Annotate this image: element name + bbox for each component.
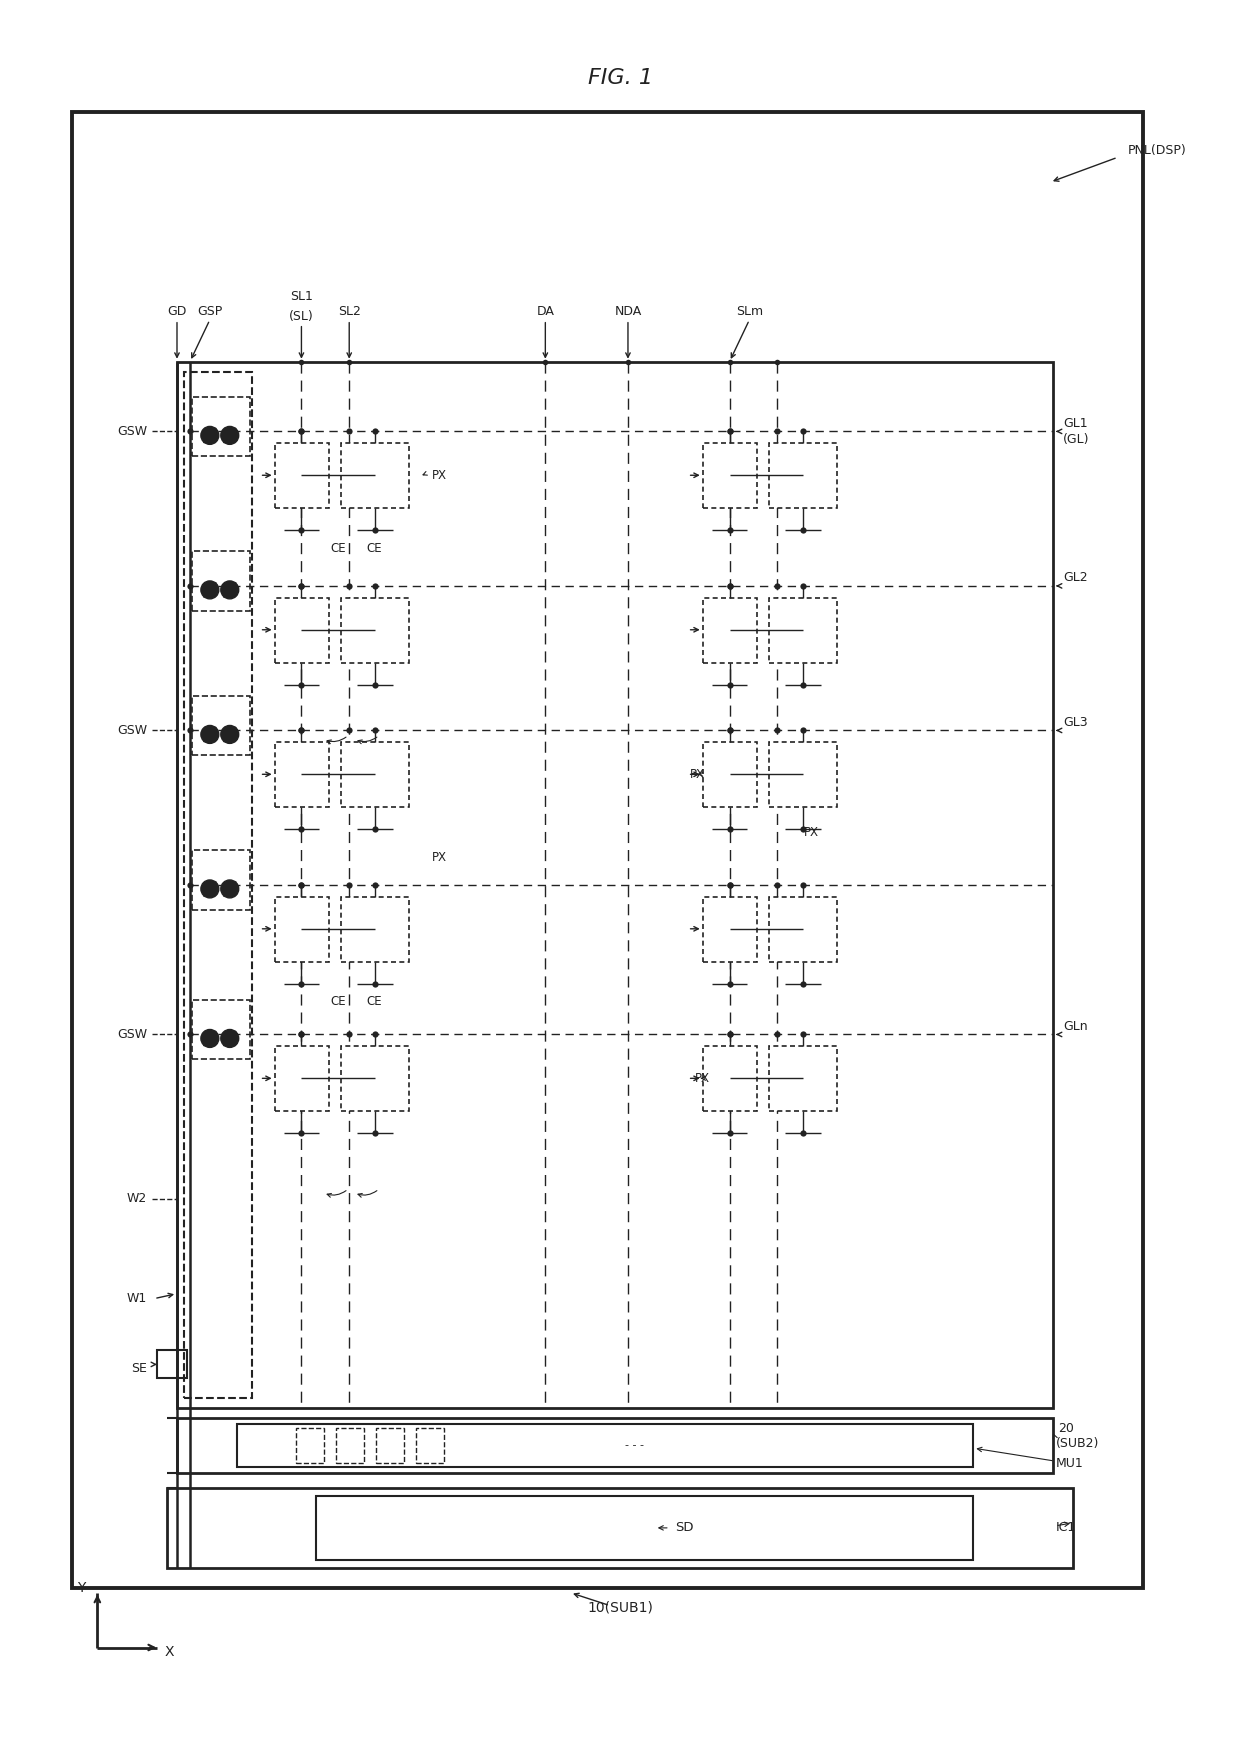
- Bar: [703, 443, 758, 509]
- Circle shape: [221, 881, 239, 898]
- Text: PX: PX: [694, 1072, 709, 1086]
- Text: GL3: GL3: [1063, 716, 1087, 730]
- Circle shape: [201, 726, 218, 743]
- Bar: [167, 1489, 1073, 1569]
- Bar: [157, 1350, 187, 1379]
- Circle shape: [221, 1030, 239, 1047]
- Text: (GL): (GL): [1063, 433, 1090, 446]
- Bar: [336, 1428, 365, 1463]
- Text: FIG. 1: FIG. 1: [588, 68, 652, 87]
- Bar: [72, 113, 1142, 1588]
- Bar: [769, 742, 837, 808]
- Bar: [341, 598, 409, 662]
- Text: W2: W2: [126, 1192, 148, 1205]
- Text: PX: PX: [432, 469, 446, 481]
- Text: (SL): (SL): [289, 311, 314, 323]
- Text: SE: SE: [131, 1362, 148, 1376]
- Bar: [177, 1417, 1053, 1473]
- Text: DA: DA: [537, 306, 554, 318]
- Text: Y: Y: [77, 1581, 86, 1595]
- Bar: [703, 1046, 758, 1112]
- Text: CE: CE: [330, 542, 346, 554]
- Bar: [274, 896, 330, 962]
- Bar: [192, 999, 249, 1060]
- Text: GD: GD: [167, 306, 187, 318]
- Text: GSW: GSW: [117, 724, 148, 736]
- Text: SD: SD: [675, 1522, 693, 1534]
- Text: CE: CE: [366, 542, 382, 554]
- Text: CE: CE: [366, 995, 382, 1007]
- Bar: [769, 443, 837, 509]
- Bar: [341, 742, 409, 808]
- Text: NDA: NDA: [614, 306, 641, 318]
- Bar: [341, 443, 409, 509]
- Bar: [415, 1428, 444, 1463]
- Text: SLm: SLm: [735, 306, 763, 318]
- Text: GSW: GSW: [117, 426, 148, 438]
- Text: PX: PX: [689, 768, 704, 782]
- Circle shape: [201, 1030, 218, 1047]
- Text: MU1: MU1: [1056, 1457, 1084, 1470]
- Circle shape: [201, 580, 218, 599]
- Text: (SUB2): (SUB2): [1056, 1436, 1100, 1450]
- Bar: [274, 443, 330, 509]
- Text: GL1: GL1: [1063, 417, 1087, 431]
- Bar: [274, 598, 330, 662]
- Circle shape: [221, 580, 239, 599]
- Circle shape: [201, 426, 218, 445]
- Bar: [296, 1428, 325, 1463]
- Text: SL2: SL2: [337, 306, 361, 318]
- Text: 10(SUB1): 10(SUB1): [587, 1600, 653, 1615]
- Text: PX: PX: [804, 825, 818, 839]
- Text: PNL(DSP): PNL(DSP): [1127, 144, 1187, 156]
- Text: X: X: [165, 1645, 175, 1659]
- Text: PX: PX: [432, 851, 446, 863]
- Circle shape: [221, 426, 239, 445]
- Bar: [177, 361, 1053, 1409]
- Bar: [376, 1428, 404, 1463]
- Text: GL2: GL2: [1063, 571, 1087, 584]
- Text: GSW: GSW: [117, 1028, 148, 1040]
- Text: CE: CE: [330, 995, 346, 1007]
- Bar: [769, 896, 837, 962]
- Bar: [192, 849, 249, 910]
- Text: W1: W1: [126, 1292, 148, 1304]
- Bar: [192, 551, 249, 611]
- Circle shape: [221, 726, 239, 743]
- Bar: [703, 742, 758, 808]
- Bar: [192, 396, 249, 457]
- Bar: [703, 896, 758, 962]
- Bar: [769, 1046, 837, 1112]
- Text: - - -: - - -: [625, 1440, 645, 1450]
- Text: IC1: IC1: [1056, 1522, 1076, 1534]
- Bar: [192, 695, 249, 756]
- Bar: [274, 1046, 330, 1112]
- Bar: [184, 372, 252, 1398]
- Text: GSP: GSP: [197, 306, 222, 318]
- Text: SL1: SL1: [290, 290, 312, 304]
- Text: 20: 20: [1058, 1421, 1074, 1435]
- Bar: [341, 896, 409, 962]
- Bar: [341, 1046, 409, 1112]
- Bar: [237, 1424, 973, 1468]
- Text: GLn: GLn: [1063, 1020, 1087, 1034]
- Bar: [703, 598, 758, 662]
- Bar: [316, 1496, 973, 1560]
- Bar: [769, 598, 837, 662]
- Circle shape: [201, 881, 218, 898]
- Bar: [274, 742, 330, 808]
